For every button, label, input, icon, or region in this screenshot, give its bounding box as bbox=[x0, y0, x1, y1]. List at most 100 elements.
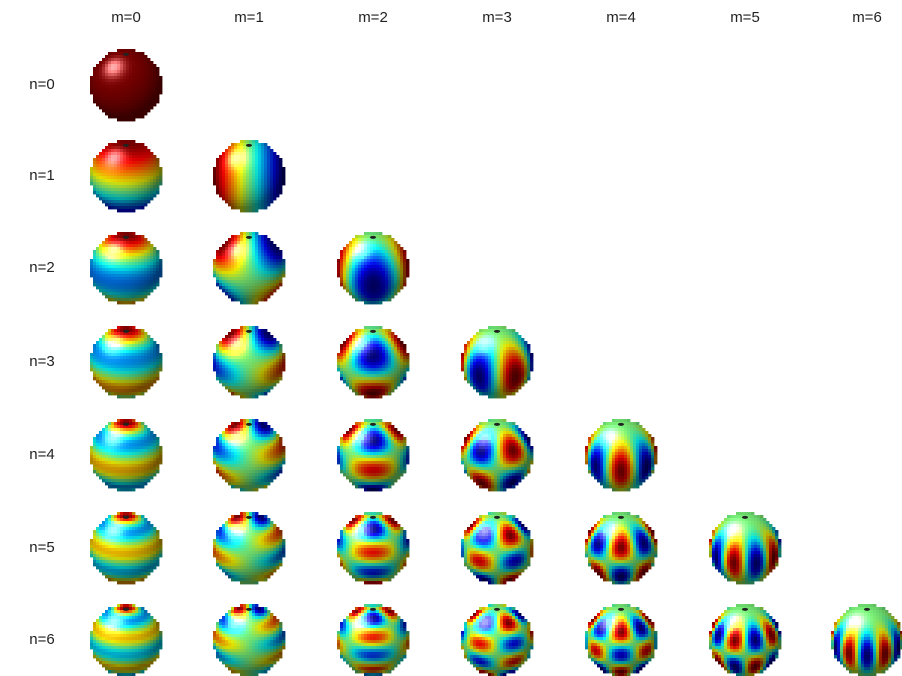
sphere-cell bbox=[264, 268, 268, 272]
sphere-cell bbox=[509, 359, 513, 363]
sphere-cell bbox=[479, 359, 483, 363]
sphere-cell bbox=[120, 200, 124, 204]
sphere-cell bbox=[96, 100, 100, 104]
sphere-cell bbox=[120, 464, 124, 468]
sphere-cell bbox=[222, 356, 226, 360]
sphere-cell bbox=[222, 268, 226, 272]
sphere-cell bbox=[222, 244, 226, 248]
sphere-cell bbox=[147, 170, 151, 174]
sphere-cell bbox=[234, 173, 238, 177]
sphere-cell bbox=[349, 274, 353, 278]
sphere-cell bbox=[506, 359, 510, 363]
sphere-cell bbox=[129, 268, 133, 272]
sphere-cell bbox=[111, 277, 115, 281]
sphere-cell bbox=[240, 173, 244, 177]
sphere-cell bbox=[270, 262, 274, 266]
sphere-cell bbox=[123, 170, 127, 174]
sphere-cell bbox=[159, 274, 163, 278]
sphere-cell bbox=[282, 368, 286, 372]
sphere-cell bbox=[111, 55, 115, 59]
sphere-cell bbox=[114, 161, 118, 165]
sphere-cell bbox=[270, 161, 274, 165]
sphere-cell bbox=[105, 158, 109, 162]
sphere-cell bbox=[391, 277, 395, 281]
sphere-cell bbox=[373, 256, 377, 260]
sphere-cell bbox=[337, 265, 341, 269]
sphere-cell bbox=[120, 85, 124, 89]
sphere-cell bbox=[264, 368, 268, 372]
sphere-cell bbox=[144, 482, 148, 486]
sphere-cell bbox=[252, 238, 256, 242]
sphere-cell bbox=[255, 203, 259, 207]
sphere-cell bbox=[361, 253, 365, 257]
sphere-cell bbox=[379, 256, 383, 260]
sphere-cell bbox=[147, 152, 151, 156]
sphere-cell bbox=[261, 335, 265, 339]
sphere-cell bbox=[99, 280, 103, 284]
sphere-cell bbox=[129, 115, 133, 119]
sphere-cell bbox=[243, 152, 247, 156]
sphere-cell bbox=[108, 58, 112, 62]
sphere-cell bbox=[222, 271, 226, 275]
sphere-cell bbox=[132, 395, 136, 399]
sphere-cell bbox=[117, 73, 121, 77]
sphere-cell bbox=[270, 268, 274, 272]
sphere-cell bbox=[126, 362, 130, 366]
sphere-cell bbox=[108, 194, 112, 198]
sphere-cell bbox=[141, 295, 145, 299]
sphere-cell bbox=[364, 377, 368, 381]
sphere-cell bbox=[141, 268, 145, 272]
sphere-cell bbox=[96, 179, 100, 183]
sphere-cell bbox=[346, 371, 350, 375]
sphere-cell bbox=[249, 365, 253, 369]
sphere-cell bbox=[279, 161, 283, 165]
sphere-cell bbox=[246, 356, 250, 360]
sphere-cell bbox=[482, 344, 486, 348]
sphere-cell bbox=[138, 238, 142, 242]
sphere-cell bbox=[485, 368, 489, 372]
sphere-cell bbox=[240, 353, 244, 357]
sphere-cell bbox=[126, 458, 130, 462]
sphere-cell bbox=[524, 380, 528, 384]
sphere-cell bbox=[132, 383, 136, 387]
sphere-cell bbox=[518, 380, 522, 384]
sphere-cell bbox=[225, 155, 229, 159]
sphere-cell bbox=[144, 280, 148, 284]
sphere-cell bbox=[225, 259, 229, 263]
sphere-cell bbox=[231, 197, 235, 201]
sphere-cell bbox=[132, 118, 136, 122]
sphere-cell bbox=[234, 256, 238, 260]
sphere-cell bbox=[135, 365, 139, 369]
sphere-cell bbox=[382, 277, 386, 281]
sphere-cell bbox=[108, 332, 112, 336]
sphere-cell bbox=[246, 244, 250, 248]
sphere-cell bbox=[93, 356, 97, 360]
sphere-cell bbox=[144, 100, 148, 104]
sphere-cell bbox=[367, 365, 371, 369]
sphere-cell bbox=[96, 461, 100, 465]
sphere-cell bbox=[108, 341, 112, 345]
sphere-cell bbox=[258, 194, 262, 198]
sphere-cell bbox=[379, 356, 383, 360]
sphere-cell bbox=[105, 482, 109, 486]
sphere-cell bbox=[225, 194, 229, 198]
sphere-cell bbox=[349, 353, 353, 357]
sphere-cell bbox=[273, 158, 277, 162]
sphere-cell bbox=[364, 238, 368, 242]
sphere-cell bbox=[147, 97, 151, 101]
sphere-cell bbox=[108, 112, 112, 116]
sphere-cell bbox=[515, 332, 519, 336]
sphere-cell bbox=[361, 250, 365, 254]
sphere-cell bbox=[231, 344, 235, 348]
sphere-cell bbox=[388, 338, 392, 342]
sphere-cell bbox=[228, 247, 232, 251]
sphere-cell bbox=[105, 473, 109, 477]
sphere-cell bbox=[243, 206, 247, 210]
sphere-cell bbox=[246, 371, 250, 375]
sphere-cell bbox=[237, 173, 241, 177]
sphere-cell bbox=[382, 332, 386, 336]
sphere-cell bbox=[467, 359, 471, 363]
sphere-cell bbox=[243, 241, 247, 245]
sphere-cell bbox=[400, 347, 404, 351]
sphere-cell bbox=[99, 185, 103, 189]
